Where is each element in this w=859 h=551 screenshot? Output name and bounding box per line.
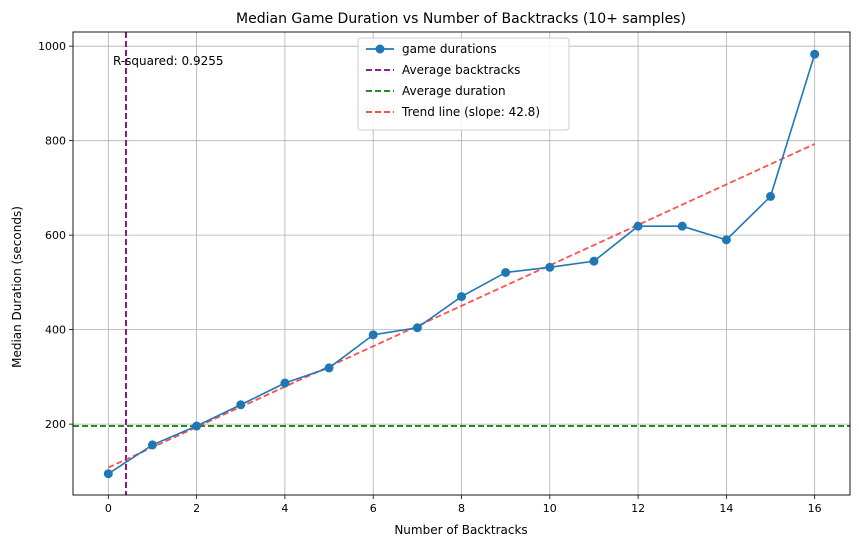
data-point <box>147 440 157 450</box>
x-tick-label: 10 <box>543 502 557 515</box>
r-squared-annotation: R-squared: 0.9255 <box>113 54 224 68</box>
trend-line <box>107 143 816 469</box>
x-axis-label: Number of Backtracks <box>394 523 527 537</box>
legend-item-trend-line-label: Trend line (slope: 42.8) <box>401 105 540 119</box>
data-point <box>721 235 731 245</box>
x-tick-label: 12 <box>631 502 645 515</box>
data-point <box>766 191 776 201</box>
y-axis-label: Median Duration (seconds) <box>10 206 24 368</box>
y-tick-label: 400 <box>45 324 66 337</box>
x-tick-label: 6 <box>370 502 377 515</box>
data-point <box>677 221 687 231</box>
data-point <box>810 49 820 59</box>
chart-title: Median Game Duration vs Number of Backtr… <box>236 11 686 27</box>
x-tick-label: 0 <box>105 502 112 515</box>
y-tick-label: 600 <box>45 229 66 242</box>
legend-item-average-duration-label: Average duration <box>402 84 506 98</box>
x-tick-label: 14 <box>719 502 733 515</box>
y-tick-label: 1000 <box>38 40 66 53</box>
y-tick-label: 800 <box>45 135 66 148</box>
data-point <box>412 323 422 333</box>
legend: game durations Average backtracks Average … <box>357 37 570 131</box>
legend-item-average-backtracks-label: Average backtracks <box>402 63 520 77</box>
data-point <box>589 256 599 266</box>
data-point <box>633 221 643 231</box>
x-tick-label: 4 <box>281 502 288 515</box>
data-point <box>103 469 113 479</box>
legend-item-game-durations-label: game durations <box>402 42 497 56</box>
y-tick-label: 200 <box>45 418 66 431</box>
data-point <box>324 363 334 373</box>
data-point <box>545 262 555 272</box>
data-point <box>368 330 378 340</box>
legend-item-game-durations-marker <box>375 44 385 54</box>
x-tick-label: 2 <box>193 502 200 515</box>
plot-frame <box>72 31 851 496</box>
data-point <box>457 292 466 302</box>
legend-box <box>357 37 570 131</box>
data-point <box>192 421 202 431</box>
data-point <box>236 400 246 410</box>
x-tick-label: 8 <box>458 502 465 515</box>
x-tick-label: 16 <box>808 502 822 515</box>
data-point <box>501 267 511 277</box>
data-point <box>280 378 290 388</box>
